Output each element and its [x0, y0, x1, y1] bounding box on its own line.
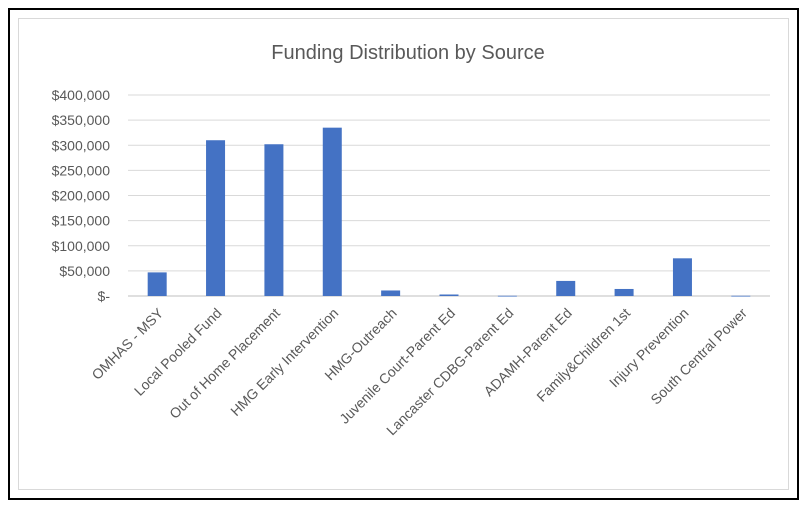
y-tick-label: $300,000 [52, 137, 111, 153]
bar [614, 288, 634, 296]
x-tick-label: South Central Power [647, 305, 750, 408]
chart-title: Funding Distribution by Source [271, 42, 544, 64]
y-tick-label: $250,000 [52, 162, 111, 178]
y-tick-label: $150,000 [52, 213, 111, 229]
chart-area [18, 18, 789, 490]
y-tick-label: $100,000 [52, 238, 111, 254]
chart-frame [8, 8, 799, 500]
bars [147, 127, 751, 297]
bar [731, 295, 751, 297]
y-tick-label: $- [98, 288, 111, 304]
bar [147, 272, 167, 296]
bar [206, 140, 226, 296]
bar [497, 295, 517, 297]
bar [322, 127, 342, 296]
y-tick-label: $200,000 [52, 188, 111, 204]
x-tick-label: Out of Home Placement [166, 305, 283, 422]
y-tick-label: $400,000 [52, 87, 111, 103]
bar [672, 258, 692, 296]
bar [556, 280, 576, 296]
x-tick-label: Juvenile Court-Parent Ed [336, 305, 458, 427]
gridlines [128, 94, 770, 297]
y-tick-label: $50,000 [59, 263, 110, 279]
bar [381, 290, 401, 296]
bar [439, 294, 459, 296]
x-tick-label: HMG Early Intervention [227, 305, 341, 419]
bar [264, 144, 284, 296]
y-tick-label: $350,000 [52, 112, 111, 128]
y-axis-ticks: $400,000 $350,000 $300,000 $250,000 $200,000… [52, 87, 111, 304]
